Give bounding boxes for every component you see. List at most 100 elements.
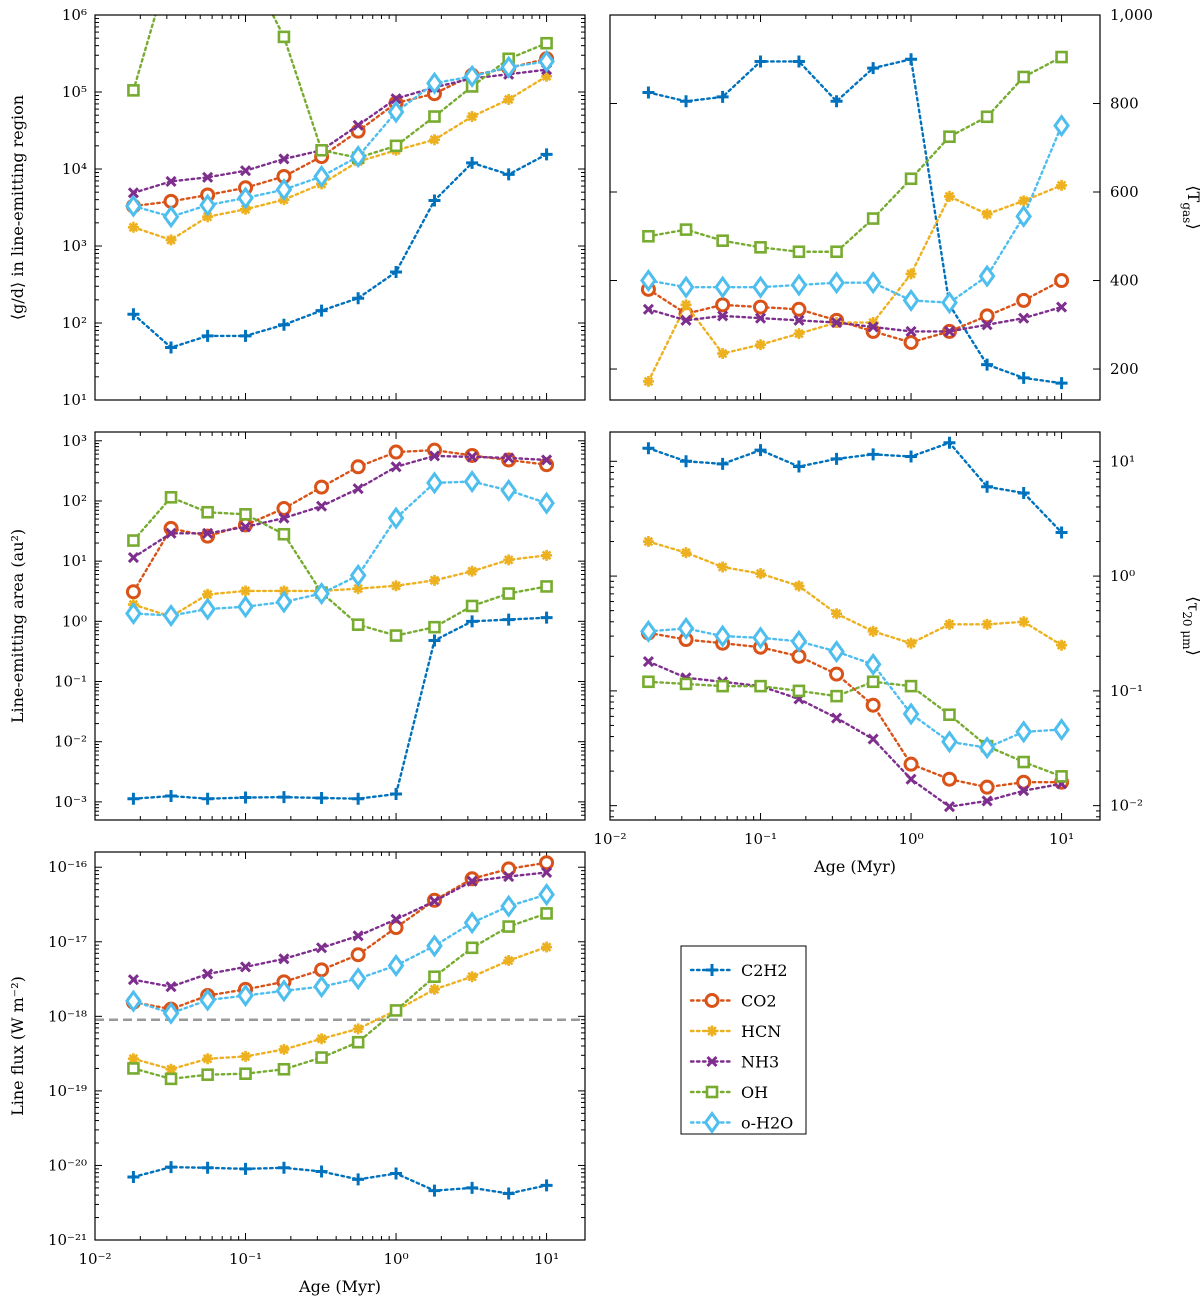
marker-c2h2: [315, 792, 328, 805]
marker-hcn: [503, 554, 515, 566]
x-tick-label: 10⁻²: [78, 1250, 111, 1268]
marker-nh3: [1018, 312, 1030, 324]
marker-hcn: [905, 268, 917, 280]
marker-oh: [389, 139, 403, 153]
marker-o-h2o: [714, 275, 731, 299]
marker-oh: [642, 229, 655, 243]
marker-o-h2o: [864, 652, 882, 676]
marker-hcn: [466, 971, 478, 983]
marker-hcn: [278, 1043, 290, 1055]
marker-c2h2: [428, 194, 441, 207]
marker-oh: [716, 234, 729, 247]
marker-oh: [716, 679, 729, 693]
x-tick-label: 10⁻¹: [229, 1250, 262, 1268]
series-nh3: [127, 866, 553, 993]
marker-c2h2: [540, 1179, 553, 1192]
series-line-hcn: [132, 945, 548, 1071]
marker-nh3: [831, 316, 843, 329]
series-o-h2o: [125, 470, 555, 628]
marker-nh3: [717, 310, 729, 322]
marker-nh3: [278, 153, 290, 165]
marker-nh3: [202, 527, 214, 539]
marker-o-h2o: [463, 911, 481, 935]
marker-nh3: [943, 801, 956, 813]
series-line-oh: [647, 55, 1063, 253]
marker-nh3: [239, 961, 252, 973]
x-tick-label: 10⁰: [383, 1250, 408, 1268]
plot-frame: [94, 431, 586, 821]
series-nh3: [642, 656, 1068, 813]
marker-hcn: [352, 583, 364, 595]
marker-o-h2o: [538, 491, 555, 515]
plot-frame: [609, 431, 1101, 821]
marker-o-h2o: [349, 967, 367, 991]
legend-label: C2H2: [741, 961, 788, 980]
marker-o-h2o: [978, 264, 996, 288]
marker-c2h2: [706, 964, 718, 976]
marker-o-h2o: [500, 55, 518, 79]
marker-co2: [979, 308, 995, 324]
marker-hcn: [466, 111, 478, 123]
marker-c2h2: [540, 148, 553, 161]
series-o-h2o: [125, 882, 555, 1025]
series-nh3: [127, 64, 553, 199]
marker-c2h2: [201, 792, 214, 805]
series-group: [125, 15, 555, 354]
legend-box: [680, 945, 807, 1135]
y-tick-label: 10⁰: [62, 612, 87, 630]
y-axis-ticks: 10⁻³ 10⁻² 10⁻¹ 10⁰ 10¹ 10² 10³: [54, 432, 585, 821]
marker-co2: [829, 666, 845, 682]
marker-hcn: [127, 1053, 139, 1065]
marker-hcn: [1056, 639, 1068, 651]
y-axis-ticks: 10¹ 10² 10³ 10⁴ 10⁵ 10⁶: [62, 6, 585, 409]
marker-oh: [164, 1072, 178, 1086]
series-line-oh: [132, 912, 548, 1081]
marker-oh: [540, 36, 553, 50]
series-nh3: [127, 450, 553, 564]
marker-hcn: [240, 1050, 252, 1062]
marker-oh: [943, 130, 956, 143]
marker-co2: [388, 444, 404, 460]
marker-oh: [540, 907, 553, 920]
series-group: [640, 436, 1070, 813]
marker-oh: [428, 970, 441, 984]
marker-hcn: [717, 348, 729, 360]
marker-oh: [315, 143, 328, 157]
y-tick-label: 600: [1110, 183, 1139, 201]
series-line-co2: [647, 279, 1063, 344]
marker-c2h2: [792, 460, 805, 473]
marker-o-h2o: [790, 629, 808, 653]
y-tick-label: 10⁻¹⁸: [48, 1007, 87, 1025]
y-tick-label: 10⁻¹: [1110, 682, 1143, 700]
y-tick-label: 10⁻²: [54, 733, 87, 751]
marker-c2h2: [315, 1165, 328, 1178]
series-co2: [640, 625, 1070, 795]
y-axis-label: ⟨τ20 μm⟩: [1180, 596, 1200, 656]
marker-hcn: [1018, 195, 1030, 207]
series-line-o-h2o: [647, 124, 1063, 304]
x-axis-ticks: [609, 15, 1063, 400]
marker-oh: [277, 1062, 291, 1076]
series-line-c2h2: [132, 616, 548, 800]
marker-c2h2: [830, 95, 843, 108]
marker-hcn: [503, 93, 515, 105]
marker-c2h2: [390, 1167, 403, 1180]
marker-hcn: [127, 221, 139, 233]
series-co2: [125, 442, 555, 600]
marker-c2h2: [905, 450, 918, 463]
marker-co2: [314, 962, 330, 978]
y-tick-label: 10⁻²¹: [48, 1231, 87, 1249]
marker-o-h2o: [313, 164, 330, 189]
marker-nh3: [428, 450, 441, 462]
y-tick-label: 200: [1110, 360, 1139, 378]
marker-nh3: [503, 870, 515, 883]
marker-nh3: [428, 895, 441, 907]
marker-c2h2: [277, 1161, 290, 1174]
marker-nh3: [390, 913, 402, 925]
y-axis-ticks: 200 400 600 800 1,000: [610, 6, 1153, 378]
marker-oh: [830, 689, 843, 703]
series-c2h2: [127, 148, 553, 354]
series-line-hcn: [647, 540, 1063, 647]
marker-oh: [1017, 70, 1030, 84]
series-line-o-h2o: [647, 627, 1063, 749]
